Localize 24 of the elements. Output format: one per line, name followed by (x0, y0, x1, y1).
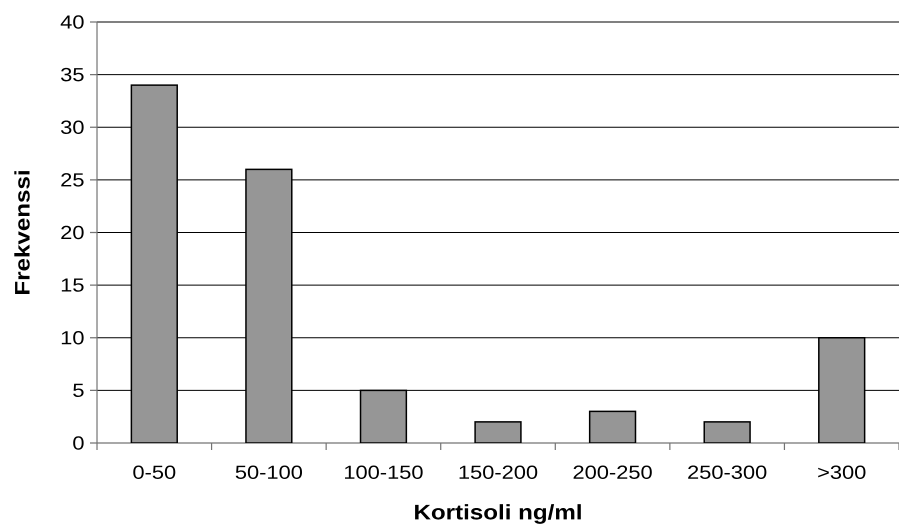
x-tick-label: 0-50 (133, 466, 176, 479)
y-tick-label: 5 (73, 384, 84, 397)
x-tick-label: 50-100 (236, 466, 302, 479)
y-tick-label: 25 (61, 173, 84, 187)
y-tick-label: 20 (61, 226, 84, 240)
bar (360, 390, 408, 443)
x-tick-label: 250-300 (688, 466, 766, 479)
y-tick-label: 40 (60, 15, 84, 29)
y-tick-label: 0 (73, 436, 84, 450)
bar (130, 84, 178, 443)
y-tick-label: 10 (62, 331, 84, 344)
bar (818, 336, 866, 443)
y-tick-label: 15 (62, 278, 84, 292)
bar (588, 410, 636, 443)
y-tick-label: 30 (61, 120, 84, 134)
y-axis-title: Frekvenssi (14, 171, 30, 294)
y-tick-label: 35 (61, 68, 84, 82)
x-tick-label: 200-250 (574, 466, 652, 479)
x-tick-label: 150-200 (460, 466, 538, 479)
bar (703, 421, 751, 443)
bar (245, 168, 293, 443)
x-axis-title: Kortisoli ng/ml (415, 504, 581, 524)
x-tick-label: 100-150 (345, 466, 423, 479)
x-tick-label: >300 (818, 466, 866, 479)
